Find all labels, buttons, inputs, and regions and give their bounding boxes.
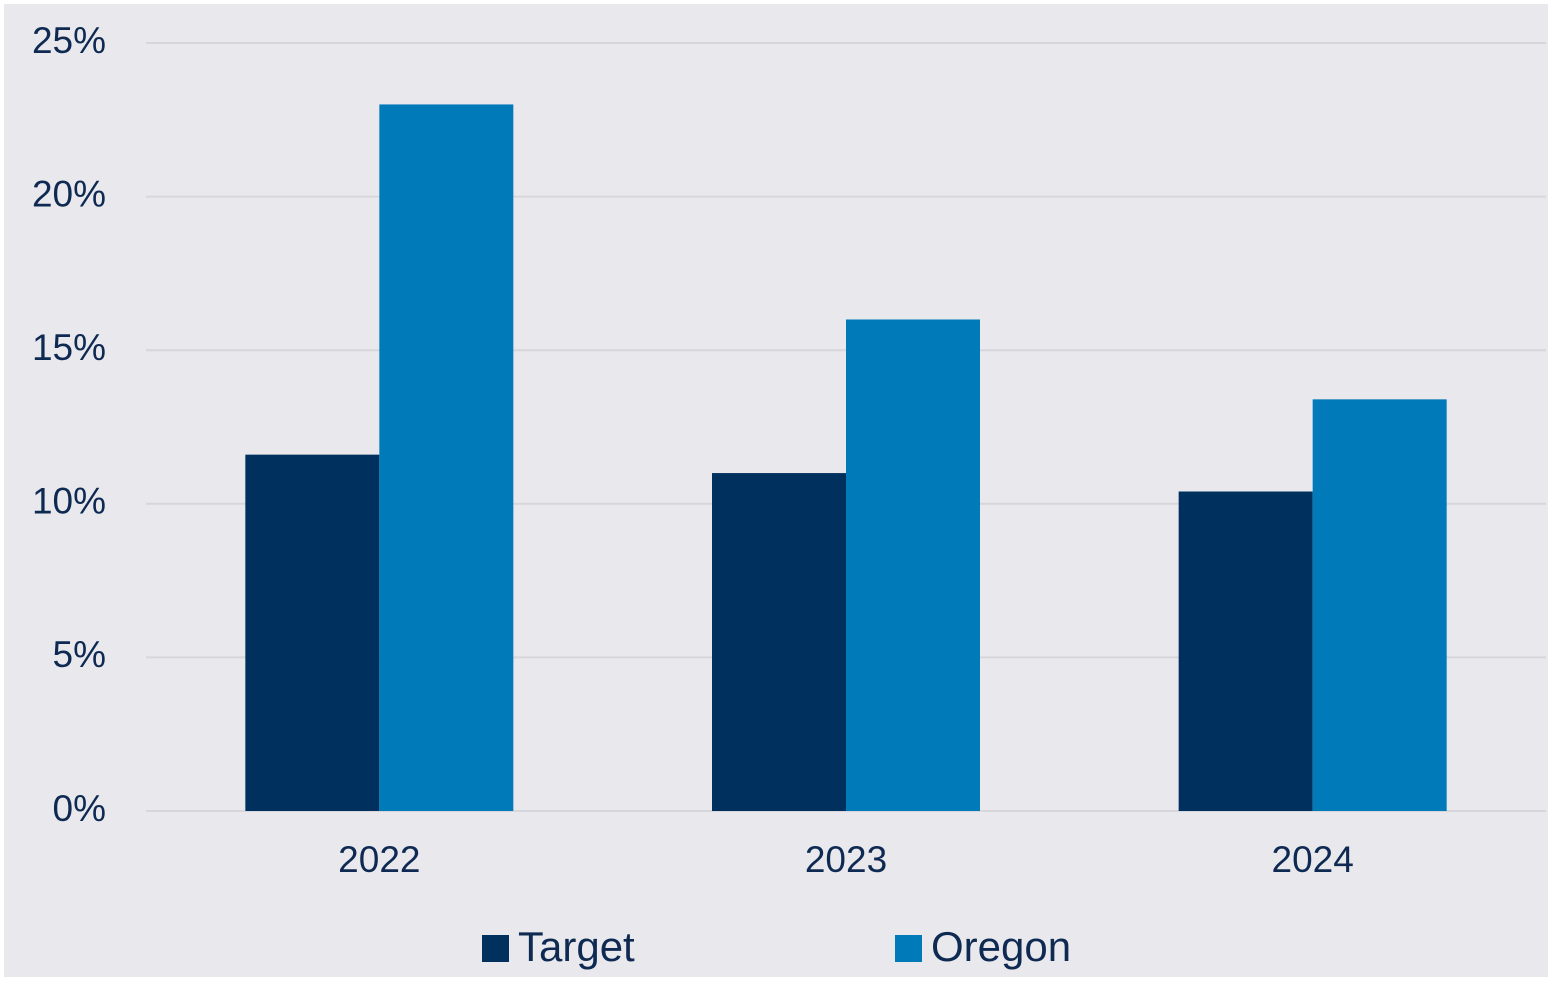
bar — [245, 454, 380, 811]
x-tick-label: 2024 — [1272, 839, 1354, 880]
y-tick-label: 25% — [32, 20, 106, 61]
legend-swatch — [895, 935, 922, 962]
bar — [712, 473, 846, 811]
x-tick-label: 2022 — [338, 839, 420, 880]
bar — [1312, 399, 1447, 811]
bar — [1178, 491, 1313, 811]
y-tick-label: 5% — [53, 634, 106, 675]
bar — [846, 319, 980, 811]
x-tick-label: 2023 — [805, 839, 887, 880]
legend-label: Oregon — [931, 923, 1071, 970]
bar — [379, 104, 514, 811]
legend-label: Target — [518, 923, 635, 970]
y-tick-label: 10% — [32, 481, 106, 522]
y-tick-label: 15% — [32, 327, 106, 368]
y-tick-label: 0% — [53, 788, 106, 829]
y-tick-label: 20% — [32, 173, 106, 214]
legend-swatch — [482, 935, 509, 962]
